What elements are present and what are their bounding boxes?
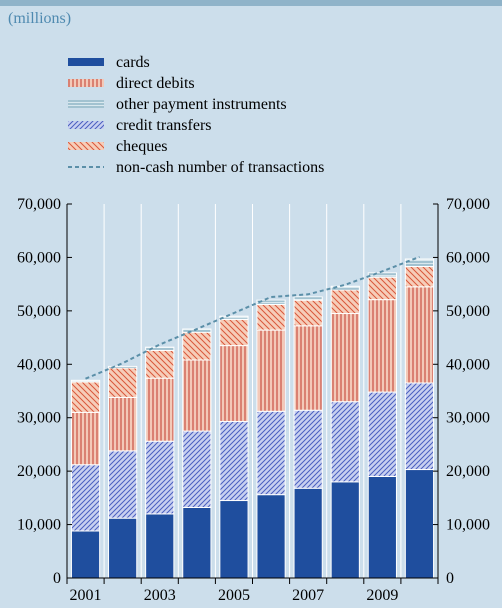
bar-cards-2003 [145,513,175,579]
bar-other-2007 [293,296,323,301]
legend-label-other: other payment instruments [116,96,287,113]
bar-direct_debits-2004 [182,359,212,432]
bar-other-2009 [367,272,397,278]
bar-credit_transfers-2008 [330,401,360,483]
x-tick-label-2009: 2009 [366,587,398,604]
legend-swatch-total [68,166,104,168]
bar-direct_debits-2007 [293,325,323,411]
y-tick-label-left: 70,000 [17,196,61,213]
bar-credit_transfers-2010 [404,382,435,471]
x-tick-label-2007: 2007 [292,587,324,604]
bar-credit_transfers-2003 [145,440,175,515]
bar-cards-2005 [219,500,249,579]
bar-other-2008 [330,285,360,291]
bar-cheques-2009 [367,276,397,301]
legend-swatch-cards [68,58,104,66]
legend-swatch-credit-transfers [68,121,104,129]
bar-direct_debits-2006 [256,329,286,412]
bar-direct_debits-2009 [367,299,397,393]
y-tick-label-left: 60,000 [17,249,61,266]
bar-cards-2006 [256,494,286,579]
y-tick-label-left: 40,000 [17,356,61,373]
bar-cheques-2008 [330,289,360,315]
bar-other-2006 [256,299,286,305]
bar-other-2003 [145,346,175,351]
y-tick-label-right: 30,000 [446,410,490,427]
line-total-transactions [85,255,420,380]
bar-credit_transfers-2002 [108,450,138,519]
legend-swatch-cheques [68,142,104,150]
bar-credit_transfers-2006 [256,410,286,496]
bar-cards-2002 [108,517,138,579]
legend-label-credit-transfers: credit transfers [116,117,212,134]
bar-direct_debits-2003 [145,377,175,442]
y-tick-label-right: 50,000 [446,303,490,320]
y-tick-label-left: 10,000 [17,517,61,534]
bar-cards-2004 [182,506,212,579]
bar-credit_transfers-2005 [219,420,249,502]
bar-cheques-2003 [145,349,175,379]
y-tick-label-left: 30,000 [17,410,61,427]
y-tick-label-right: 70,000 [446,196,490,213]
bar-cards-2008 [330,481,360,579]
bar-cards-2001 [70,530,101,579]
y-tick-label-right: 10,000 [446,517,490,534]
x-tick-label-2001: 2001 [70,587,102,604]
y-tick-label-right: 40,000 [446,356,490,373]
bar-direct_debits-2005 [219,345,249,422]
bar-direct_debits-2008 [330,313,360,403]
bar-credit_transfers-2004 [182,430,212,508]
bar-other-2001 [70,379,101,383]
bar-cards-2009 [367,475,397,579]
unit-label: (millions) [8,10,72,27]
legend-label-cards: cards [116,54,150,71]
y-tick-label-right: 20,000 [446,463,490,480]
x-tick-label-2005: 2005 [218,587,250,604]
bar-cheques-2010 [404,266,435,288]
y-tick-label-left: 50,000 [17,303,61,320]
bar-cheques-2004 [182,331,212,361]
bar-cheques-2007 [293,299,323,327]
bar-other-2005 [219,315,249,320]
bar-cheques-2005 [219,318,249,347]
legend-swatch-other [68,100,104,108]
y-tick-label-left: 20,000 [17,463,61,480]
y-tick-label-right: 60,000 [446,249,490,266]
bar-other-2010 [404,258,435,268]
bar-credit_transfers-2009 [367,391,397,477]
bar-cards-2007 [293,487,323,579]
legend-label-total: non-cash number of transactions [116,159,325,176]
bar-direct_debits-2002 [108,396,138,452]
bar-cheques-2001 [70,381,101,413]
x-tick-label-2003: 2003 [144,587,176,604]
legend-label-cheques: cheques [116,138,168,155]
y-tick-label-right: 0 [446,570,454,587]
bar-cheques-2002 [108,367,138,398]
legend-label-direct-debits: direct debits [116,75,195,92]
bar-cheques-2006 [256,303,286,331]
top-band [0,0,502,6]
bar-credit_transfers-2007 [293,409,323,489]
legend-swatch-direct-debits [68,79,104,87]
y-tick-label-left: 0 [53,570,61,587]
bar-cards-2010 [404,469,435,579]
bar-direct_debits-2010 [404,286,435,384]
bar-direct_debits-2001 [70,411,101,466]
bar-credit_transfers-2001 [70,464,101,532]
bar-other-2002 [108,365,138,369]
